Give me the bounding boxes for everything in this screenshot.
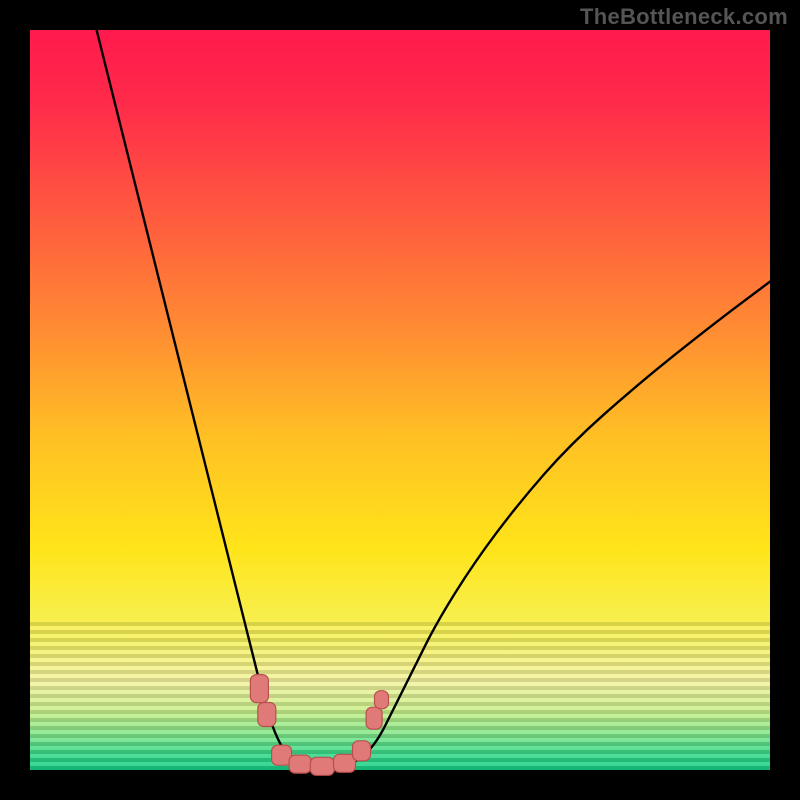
curve-marker [375,691,389,709]
bottleneck-curve-chart [0,0,800,800]
curve-marker [310,757,334,775]
chart-container: TheBottleneck.com [0,0,800,800]
curve-marker [258,703,276,727]
curve-marker [334,754,356,772]
curve-marker [353,741,371,761]
curve-marker [366,707,382,729]
curve-marker [250,675,268,703]
watermark-text: TheBottleneck.com [580,4,788,30]
curve-marker [289,755,311,773]
